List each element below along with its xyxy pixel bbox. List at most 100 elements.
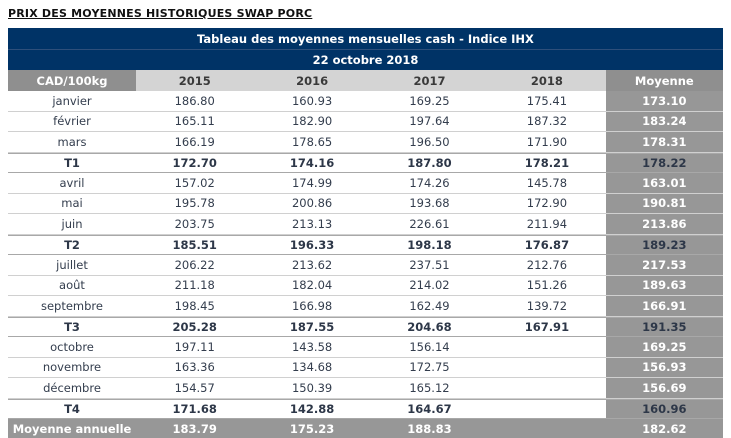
month-row: mai 195.78 200.86 193.68 172.90 190.81 (8, 193, 723, 214)
year-value-cell: 156.14 (409, 339, 450, 354)
month-row: mars 166.19 178.65 196.50 171.90 178.31 (8, 132, 723, 153)
column-header-2016: 2016 (253, 70, 371, 91)
year-value-cell: 163.36 (174, 360, 215, 375)
year-value-cell: 226.61 (409, 216, 450, 231)
year-value-cell: 157.02 (174, 175, 215, 190)
year-value-cell: 174.16 (289, 155, 335, 170)
year-value-cell: 187.55 (289, 319, 335, 334)
month-row: septembre 198.45 166.98 162.49 139.72 166.91 (8, 296, 723, 317)
year-value-cell: 171.68 (172, 401, 217, 416)
column-header-moyenne: Moyenne (605, 70, 723, 91)
year-value-cell: 205.28 (172, 319, 217, 334)
year-value-cell: 162.49 (409, 298, 450, 313)
row-label: T3 (64, 319, 80, 334)
year-value-cell: 174.26 (409, 175, 450, 190)
year-value-cell: 183.79 (136, 419, 254, 438)
year-value-cell: 197.11 (174, 339, 215, 354)
moyenne-value-cell: 190.81 (605, 193, 723, 213)
year-value-cell: 237.51 (409, 257, 450, 272)
moyenne-value-cell: 173.10 (605, 91, 723, 111)
year-value-cell: 214.02 (409, 278, 450, 293)
year-value-cell: 211.94 (526, 216, 568, 231)
year-value-cell (488, 337, 605, 357)
column-header-2017: 2017 (370, 70, 489, 91)
year-value-cell: 196.33 (289, 237, 335, 252)
row-label: septembre (40, 298, 103, 313)
year-value-cell: 154.57 (174, 380, 215, 395)
row-label: août (59, 278, 85, 293)
quarter-row: T3 205.28 187.55 204.68 167.91 191.35 (8, 316, 723, 337)
year-value-cell: 171.90 (526, 134, 568, 149)
year-value-cell: 211.18 (174, 278, 215, 293)
year-value-cell: 172.75 (409, 360, 450, 375)
month-row: avril 157.02 174.99 174.26 145.78 163.01 (8, 173, 723, 194)
year-value-cell: 178.65 (291, 134, 333, 149)
year-value-cell: 176.87 (524, 237, 570, 252)
year-value-cell (488, 400, 605, 419)
year-value-cell: 213.62 (291, 257, 333, 272)
quarter-row: T4 171.68 142.88 164.67 160.96 (8, 398, 723, 419)
quarter-row: T2 185.51 196.33 198.18 176.87 189.23 (8, 234, 723, 255)
year-value-cell: 188.83 (370, 419, 489, 438)
moyenne-value-cell: 183.24 (605, 111, 723, 131)
row-label: novembre (42, 360, 102, 375)
year-value-cell: 193.68 (409, 196, 450, 211)
year-value-cell: 182.04 (291, 278, 333, 293)
moyenne-value-cell: 178.22 (605, 153, 723, 172)
year-value-cell: 166.19 (174, 134, 215, 149)
year-value-cell: 175.41 (526, 93, 568, 108)
year-value-cell: 186.80 (174, 93, 215, 108)
moyenne-value-cell: 166.91 (605, 296, 723, 316)
month-row: août 211.18 182.04 214.02 151.26 189.63 (8, 275, 723, 296)
year-value-cell: 134.68 (291, 360, 333, 375)
month-row: juillet 206.22 213.62 237.51 212.76 217.53 (8, 255, 723, 276)
moyenne-value-cell: 182.62 (605, 419, 723, 438)
moyenne-value-cell: 160.96 (605, 399, 723, 418)
month-row: juin 203.75 213.13 226.61 211.94 213.86 (8, 214, 723, 235)
year-value-cell: 169.25 (409, 93, 450, 108)
year-value-cell: 165.11 (174, 114, 215, 129)
row-label: mars (57, 134, 87, 149)
year-value-cell: 187.80 (407, 155, 452, 170)
year-value-cell: 166.98 (291, 298, 333, 313)
moyenne-value-cell: 191.35 (605, 317, 723, 336)
row-label: juillet (56, 257, 88, 272)
table-body: janvier 186.80 160.93 169.25 175.41 173.10 fév… (8, 91, 723, 438)
year-value-cell: 206.22 (174, 257, 215, 272)
year-value-cell: 182.90 (291, 114, 333, 129)
year-value-cell: 195.78 (174, 196, 215, 211)
table-header-row: CAD/100kg 2015 2016 2017 2018 Moyenne (8, 70, 723, 91)
moyenne-value-cell: 169.25 (605, 337, 723, 357)
year-value-cell: 165.12 (409, 380, 450, 395)
year-value-cell: 175.23 (253, 419, 371, 438)
year-value-cell (488, 378, 605, 398)
year-value-cell: 185.51 (172, 237, 217, 252)
year-value-cell: 172.90 (526, 196, 568, 211)
year-value-cell: 213.13 (291, 216, 333, 231)
year-value-cell: 204.68 (407, 319, 452, 334)
year-value-cell: 178.21 (524, 155, 570, 170)
year-value-cell (488, 419, 606, 438)
year-value-cell: 203.75 (174, 216, 215, 231)
table-title-bar: Tableau des moyennes mensuelles cash - I… (8, 28, 723, 49)
year-value-cell: 139.72 (526, 298, 568, 313)
row-label: Moyenne annuelle (8, 419, 136, 438)
month-row: novembre 163.36 134.68 172.75 156.93 (8, 357, 723, 378)
month-row: décembre 154.57 150.39 165.12 156.69 (8, 378, 723, 399)
row-label: mai (61, 196, 83, 211)
moyenne-value-cell: 156.93 (605, 357, 723, 377)
column-header-cad-100kg: CAD/100kg (8, 70, 136, 91)
moyenne-value-cell: 217.53 (605, 255, 723, 275)
year-value-cell: 150.39 (291, 380, 333, 395)
year-value-cell: 167.91 (524, 319, 570, 334)
row-label: juin (61, 216, 83, 231)
row-label: décembre (43, 380, 101, 395)
row-label: T4 (64, 401, 80, 416)
moyenne-value-cell: 189.63 (605, 275, 723, 295)
table-date-bar: 22 octobre 2018 (8, 49, 723, 70)
year-value-cell (488, 358, 605, 378)
row-label: janvier (52, 93, 92, 108)
year-value-cell: 198.45 (174, 298, 215, 313)
moyenne-value-cell: 178.31 (605, 132, 723, 152)
